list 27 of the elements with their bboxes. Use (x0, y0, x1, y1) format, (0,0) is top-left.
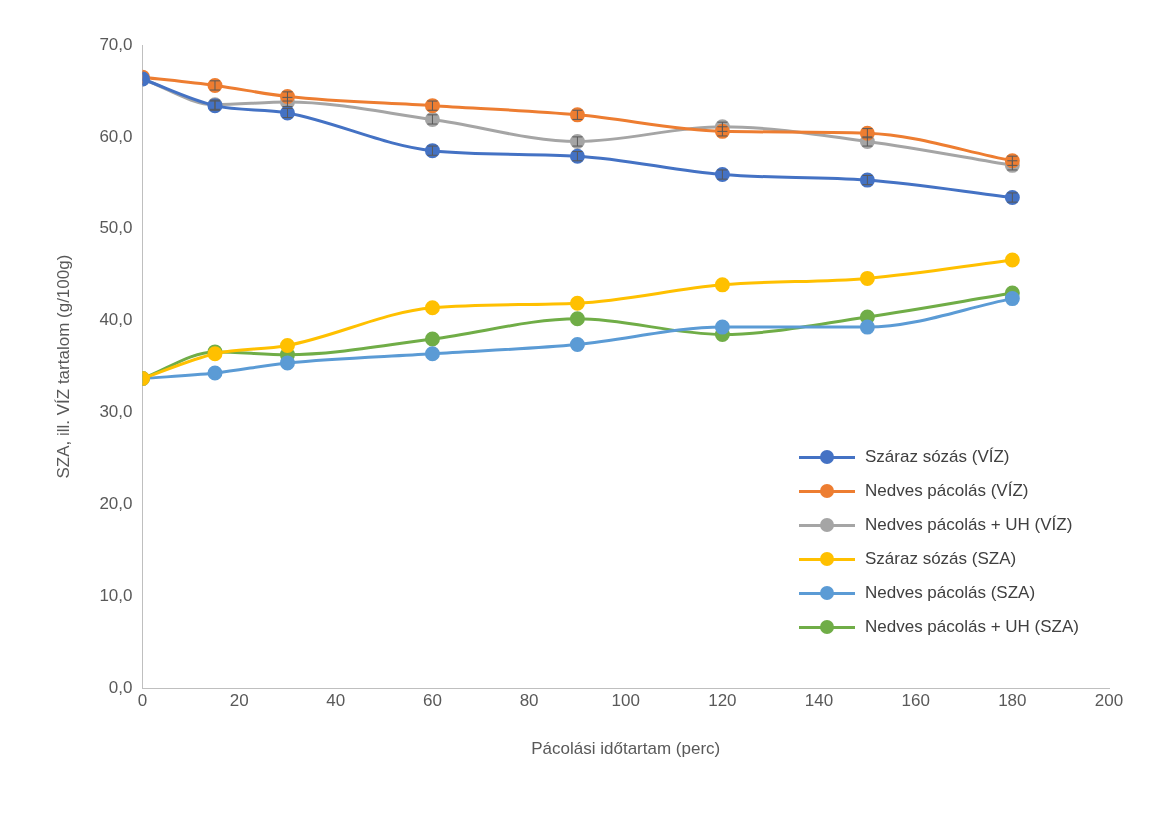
legend-label: Nedves pácolás + UH (SZA) (865, 617, 1079, 637)
y-tick-label: 10,0 (99, 586, 133, 605)
x-tick-label: 160 (901, 691, 930, 711)
y-tick-label: 0,0 (108, 677, 133, 697)
x-tick-label: 60 (422, 691, 442, 711)
y-tick-label: 20,0 (99, 494, 133, 514)
x-tick-label: 80 (519, 691, 539, 711)
legend-label: Száraz sózás (SZA) (865, 549, 1017, 569)
x-tick-label: 120 (708, 691, 737, 711)
y-tick-label: 60,0 (99, 126, 133, 146)
y-tick-label: 30,0 (99, 402, 133, 422)
x-tick-label: 40 (326, 691, 346, 711)
x-tick-label: 200 (1094, 691, 1124, 711)
x-axis-title: Pácolási időtartam (perc) (531, 739, 721, 759)
legend-label: Nedves pácolás (VÍZ) (865, 481, 1029, 501)
x-tick-label: 180 (998, 691, 1027, 711)
legend-label: Nedves pácolás + UH (VÍZ) (865, 515, 1073, 535)
legend-label: Nedves pácolás (SZA) (865, 583, 1036, 603)
y-tick-label: 40,0 (99, 310, 133, 330)
x-tick-label: 20 (229, 691, 249, 711)
x-tick-label: 100 (611, 691, 640, 711)
y-axis-title: SZA, ill. VÍZ tartalom (g/100g) (53, 254, 73, 479)
y-tick-label: 70,0 (99, 34, 133, 54)
x-tick-label: 0 (137, 691, 148, 711)
legend-label: Száraz sózás (VÍZ) (865, 447, 1010, 467)
y-tick-label: 50,0 (99, 218, 133, 238)
x-tick-label: 140 (804, 691, 834, 711)
